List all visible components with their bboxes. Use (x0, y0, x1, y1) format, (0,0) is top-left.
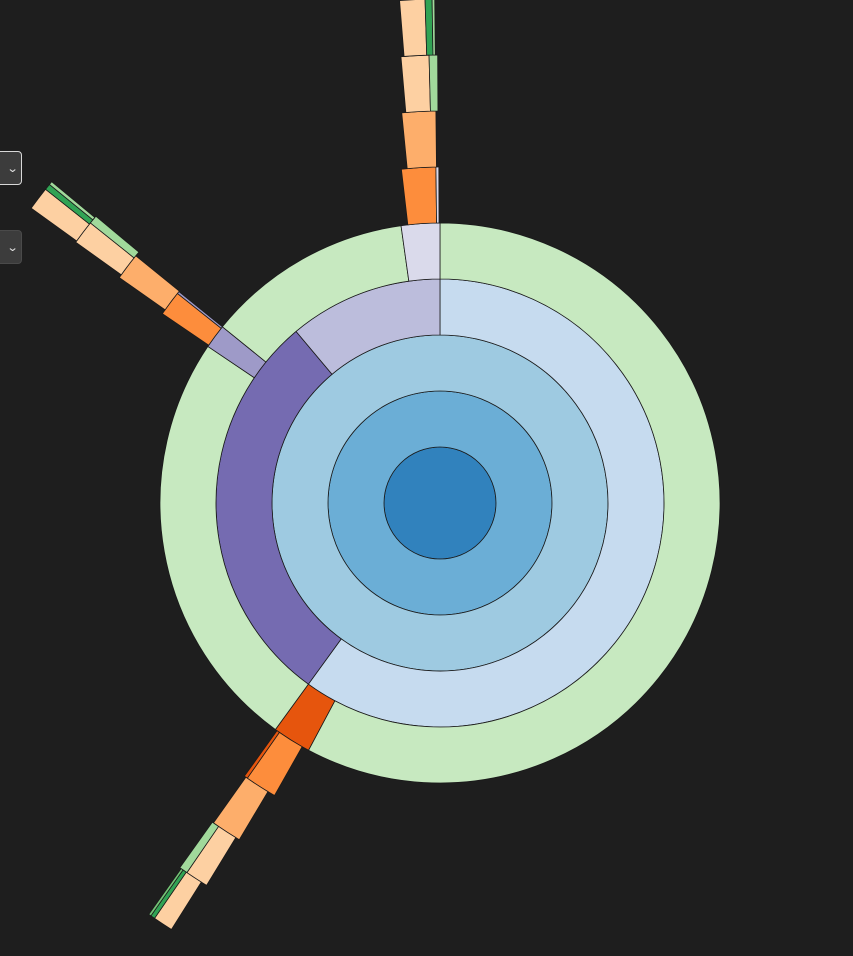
sunburst-segment[interactable] (399, 0, 428, 57)
sunburst-segments (30, 0, 721, 931)
sunburst-segment[interactable] (148, 868, 184, 917)
sunburst-segment[interactable] (400, 54, 431, 113)
sunburst-segment[interactable] (428, 54, 439, 112)
sunburst-segment[interactable] (401, 110, 437, 170)
sunburst-segment[interactable] (431, 0, 436, 56)
sunburst-segment[interactable] (400, 166, 437, 226)
chevron-down-icon: ⌄ (6, 240, 19, 254)
sunburst-segment[interactable] (308, 222, 721, 784)
sunburst-segment[interactable] (424, 0, 434, 56)
level-select-dropdown[interactable]: ⌄ (0, 151, 22, 185)
sunburst-segment[interactable] (435, 166, 440, 224)
sunburst-segment[interactable] (48, 181, 96, 221)
sunburst-segment[interactable] (383, 446, 497, 560)
chevron-down-icon: ⌄ (6, 161, 19, 175)
color-select-dropdown[interactable]: ⌄ (0, 230, 22, 264)
